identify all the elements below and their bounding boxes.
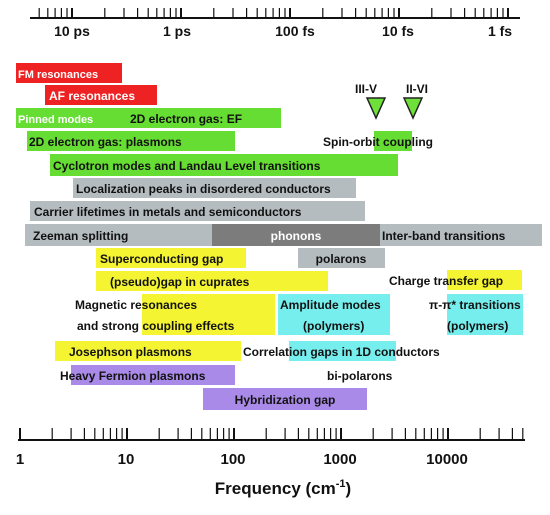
- band-label-electron-gas-ef: 2D electron gas: EF: [130, 112, 242, 126]
- time-label-10fs: 10 fs: [382, 23, 414, 39]
- freq-label-10: 10: [118, 451, 135, 468]
- band-charge-transfer: [447, 270, 522, 290]
- excitation-bands: FM resonances AF resonances Pinned modes…: [16, 63, 542, 410]
- marker-label-ii-vi: II-VI: [406, 82, 428, 96]
- band-label-superconducting-gap: Superconducting gap: [100, 252, 223, 266]
- band-localization: [73, 178, 356, 198]
- frequency-axis-title: Frequency (cm-1): [215, 478, 351, 498]
- time-label-100fs: 100 fs: [275, 23, 315, 39]
- band-label-magnetic-line2: and strong coupling effects: [77, 319, 235, 333]
- axis-title-sup: -1: [336, 478, 346, 490]
- band-label-pipi-line2: (polymers): [447, 319, 508, 333]
- time-label-1fs: 1 fs: [488, 23, 512, 39]
- band-label-cyclotron: Cyclotron modes and Landau Level transit…: [53, 159, 321, 173]
- band-label-localization: Localization peaks in disordered conduct…: [76, 182, 331, 196]
- band-label-af-resonances: AF resonances: [49, 89, 135, 103]
- band-pipi-transitions: [447, 294, 523, 335]
- band-af-resonances: [45, 85, 157, 105]
- frequency-axis-ticks: [19, 428, 524, 440]
- axis-title-end: ): [346, 479, 352, 498]
- freq-label-1: 1: [16, 451, 24, 468]
- band-pinned-modes: [16, 108, 115, 128]
- marker-triangle-ii-vi: [402, 97, 424, 120]
- freq-label-100: 100: [220, 451, 245, 468]
- band-label-charge-transfer: Charge transfer gap: [389, 274, 503, 288]
- band-label-interband: Inter-band transitions: [382, 229, 506, 243]
- time-axis: 10 ps 1 ps 100 fs 10 fs 1 fs: [30, 8, 520, 39]
- band-label-heavy-fermion: Heavy Fermion plasmons: [60, 369, 206, 383]
- band-hybridization: [203, 388, 367, 410]
- band-label-josephson: Josephson plasmons: [69, 345, 192, 359]
- band-polarons: [298, 248, 385, 268]
- axis-title-main: Frequency (cm: [215, 479, 336, 498]
- band-correlation-gaps: [289, 341, 396, 361]
- band-cyclotron: [50, 154, 398, 176]
- band-electron-gas-plasmons: [27, 131, 235, 151]
- band-carrier-lifetimes: [30, 201, 365, 221]
- band-label-amplitude-line2: (polymers): [303, 319, 364, 333]
- band-electron-gas-ef: [115, 108, 281, 128]
- time-label-10ps: 10 ps: [54, 23, 90, 39]
- band-label-electron-gas-plasmons: 2D electron gas: plasmons: [29, 135, 182, 149]
- band-spin-orbit: [374, 131, 412, 151]
- frequency-axis: 1 10 100 1000 10000 Frequency (cm-1): [16, 428, 525, 498]
- band-label-pseudogap: (pseudo)gap in cuprates: [110, 275, 250, 289]
- band-josephson: [55, 341, 241, 361]
- band-zeeman: [25, 224, 212, 246]
- band-superconducting-gap: [96, 248, 246, 268]
- band-interband: [380, 224, 542, 246]
- freq-label-1000: 1000: [323, 451, 356, 468]
- band-label-polarons: polarons: [316, 252, 367, 266]
- band-label-carrier-lifetimes: Carrier lifetimes in metals and semicond…: [34, 205, 302, 219]
- band-label-bipolarons: bi-polarons: [327, 369, 393, 383]
- band-heavy-fermion: [71, 365, 235, 385]
- band-label-zeeman: Zeeman splitting: [33, 229, 128, 243]
- band-fm-resonances: [16, 63, 122, 83]
- band-pseudogap: [96, 271, 328, 291]
- band-label-magnetic-line1: Magnetic resonances: [75, 298, 197, 312]
- band-label-correlation-gaps: Correlation gaps in 1D conductors: [243, 345, 440, 359]
- freq-label-10000: 10000: [426, 451, 468, 468]
- band-phonons: [212, 224, 380, 246]
- band-label-amplitude-line1: Amplitude modes: [280, 298, 381, 312]
- marker-label-iii-v: III-V: [355, 82, 377, 96]
- marker-triangle-iii-v: [365, 97, 387, 120]
- time-axis-ticks: [38, 8, 509, 18]
- semiconductor-markers: III-V II-VI: [355, 82, 428, 120]
- band-label-hybridization: Hybridization gap: [235, 393, 336, 407]
- band-label-fm-resonances: FM resonances: [18, 69, 98, 81]
- band-label-pinned-modes: Pinned modes: [18, 114, 93, 126]
- band-label-pipi-line1: π-π* transitions: [429, 298, 521, 312]
- band-label-spin-orbit: Spin-orbit coupling: [323, 135, 433, 149]
- band-label-phonons: phonons: [271, 229, 322, 243]
- band-amplitude-modes: [278, 294, 390, 335]
- time-label-1ps: 1 ps: [163, 23, 191, 39]
- band-magnetic-resonances: [142, 294, 275, 335]
